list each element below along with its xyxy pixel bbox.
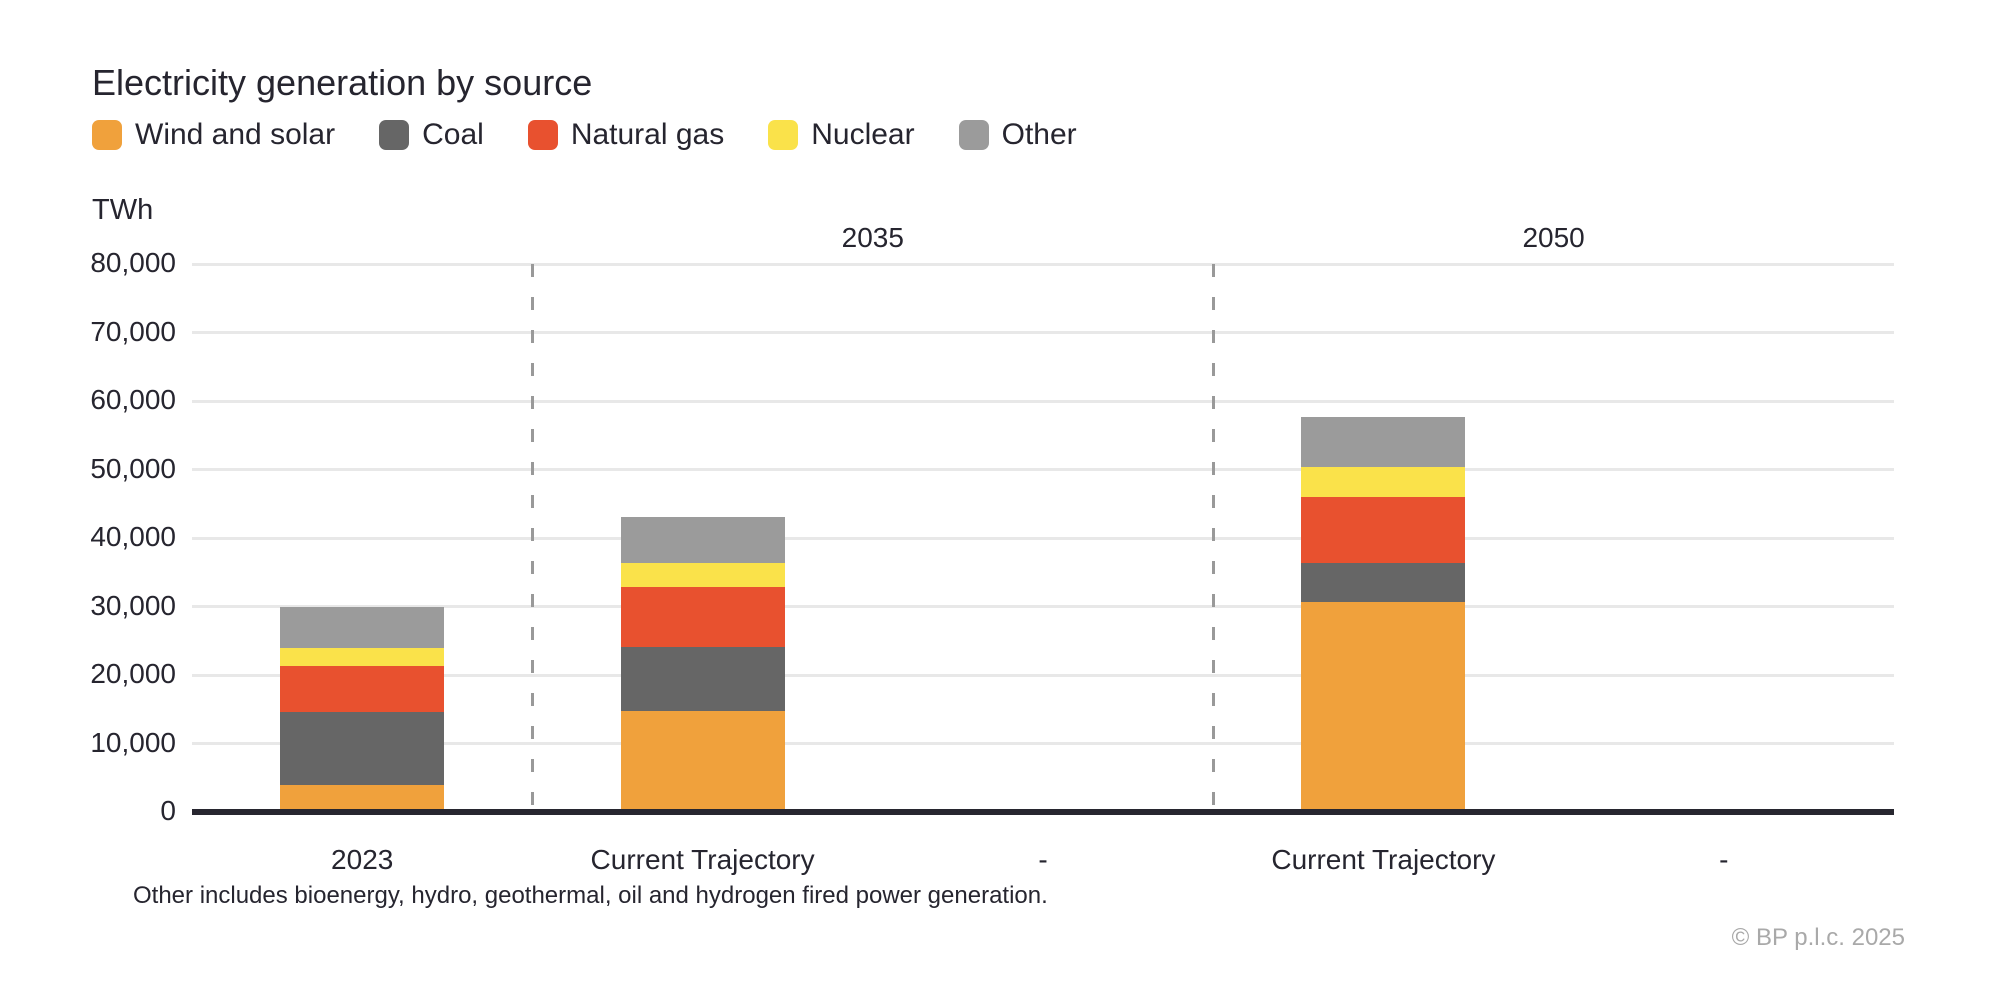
x-axis-category-label: Current Trajectory (1271, 844, 1496, 875)
legend-swatch-natural-gas (527, 120, 558, 150)
gridline (192, 468, 1894, 471)
gridline (192, 331, 1894, 334)
gridline (192, 399, 1894, 403)
y-axis-tick-label: 80,000 (90, 247, 176, 278)
period-separator-line (1211, 264, 1215, 812)
y-axis-tick-label: 10,000 (90, 726, 176, 758)
y-axis-tick-label: 0 (160, 795, 176, 826)
gridline (192, 742, 1894, 745)
bar-segment-nuclear[interactable] (280, 648, 445, 667)
legend-swatch-nuclear (768, 120, 799, 150)
gridline (192, 536, 1894, 540)
y-axis-tick-label: 30,000 (90, 589, 176, 621)
bar-segment-coal[interactable] (1301, 562, 1466, 602)
bar-segment-coal[interactable] (620, 646, 785, 711)
y-axis-tick-label: 20,000 (90, 658, 176, 689)
legend-item-natural-gas[interactable]: Natural gas (527, 118, 725, 152)
copyright: © BP p.l.c. 2025 (1731, 924, 1905, 951)
legend-label: Natural gas (570, 118, 725, 151)
footnote: Other includes bioenergy, hydro, geother… (133, 882, 1048, 909)
y-axis-tick-label: 70,000 (90, 315, 176, 347)
bar-segment-other[interactable] (620, 517, 785, 564)
bar-segment-wind-and-solar[interactable] (620, 710, 785, 812)
x-axis-line (192, 809, 1894, 815)
legend: Wind and solar Coal Natural gas Nuclear Othe… (92, 118, 1077, 152)
bar-segment-natural-gas[interactable] (620, 586, 785, 647)
legend-label: Wind and solar (135, 118, 336, 151)
period-header-label-2050: 2050 (1522, 222, 1585, 253)
bar-segment-nuclear[interactable] (1301, 466, 1466, 497)
x-axis-category-label: Current Trajectory (590, 844, 815, 875)
legend-item-coal[interactable]: Coal (379, 118, 484, 152)
y-axis-tick-label: 60,000 (90, 384, 176, 415)
y-axis-unit-label: TWh (92, 194, 154, 226)
bar-segment-natural-gas[interactable] (1301, 496, 1466, 563)
bar-segment-other[interactable] (1301, 416, 1466, 467)
period-separator-line (530, 264, 534, 812)
legend-label: Other (1001, 118, 1077, 151)
bar-segment-coal[interactable] (280, 711, 445, 786)
y-axis-tick-label: 50,000 (90, 452, 176, 484)
x-axis-category-label: - (1719, 844, 1729, 875)
bar-segment-natural-gas[interactable] (280, 666, 445, 712)
x-axis-category-label: - (1038, 844, 1048, 875)
legend-swatch-wind-and-solar (92, 120, 122, 150)
legend-item-wind-and-solar[interactable]: Wind and solar (92, 118, 335, 152)
legend-item-other[interactable]: Other (958, 118, 1077, 152)
legend-item-nuclear[interactable]: Nuclear (768, 118, 915, 152)
bar-segment-wind-and-solar[interactable] (1301, 601, 1466, 812)
period-header-label-2035: 2035 (841, 222, 904, 253)
legend-swatch-other (958, 120, 989, 150)
legend-swatch-coal (379, 120, 410, 150)
bar-segment-other[interactable] (280, 606, 445, 649)
gridline (192, 605, 1894, 608)
y-axis-tick-label: 40,000 (90, 521, 176, 552)
legend-label: Nuclear (811, 118, 915, 151)
legend-label: Coal (422, 118, 484, 151)
x-axis-category-label: 2023 (331, 844, 394, 875)
gridline (192, 262, 1894, 266)
gridline (192, 673, 1894, 677)
bar-segment-nuclear[interactable] (620, 563, 785, 587)
bar-segment-wind-and-solar[interactable] (280, 785, 445, 812)
chart-title: Electricity generation by source (92, 62, 593, 103)
